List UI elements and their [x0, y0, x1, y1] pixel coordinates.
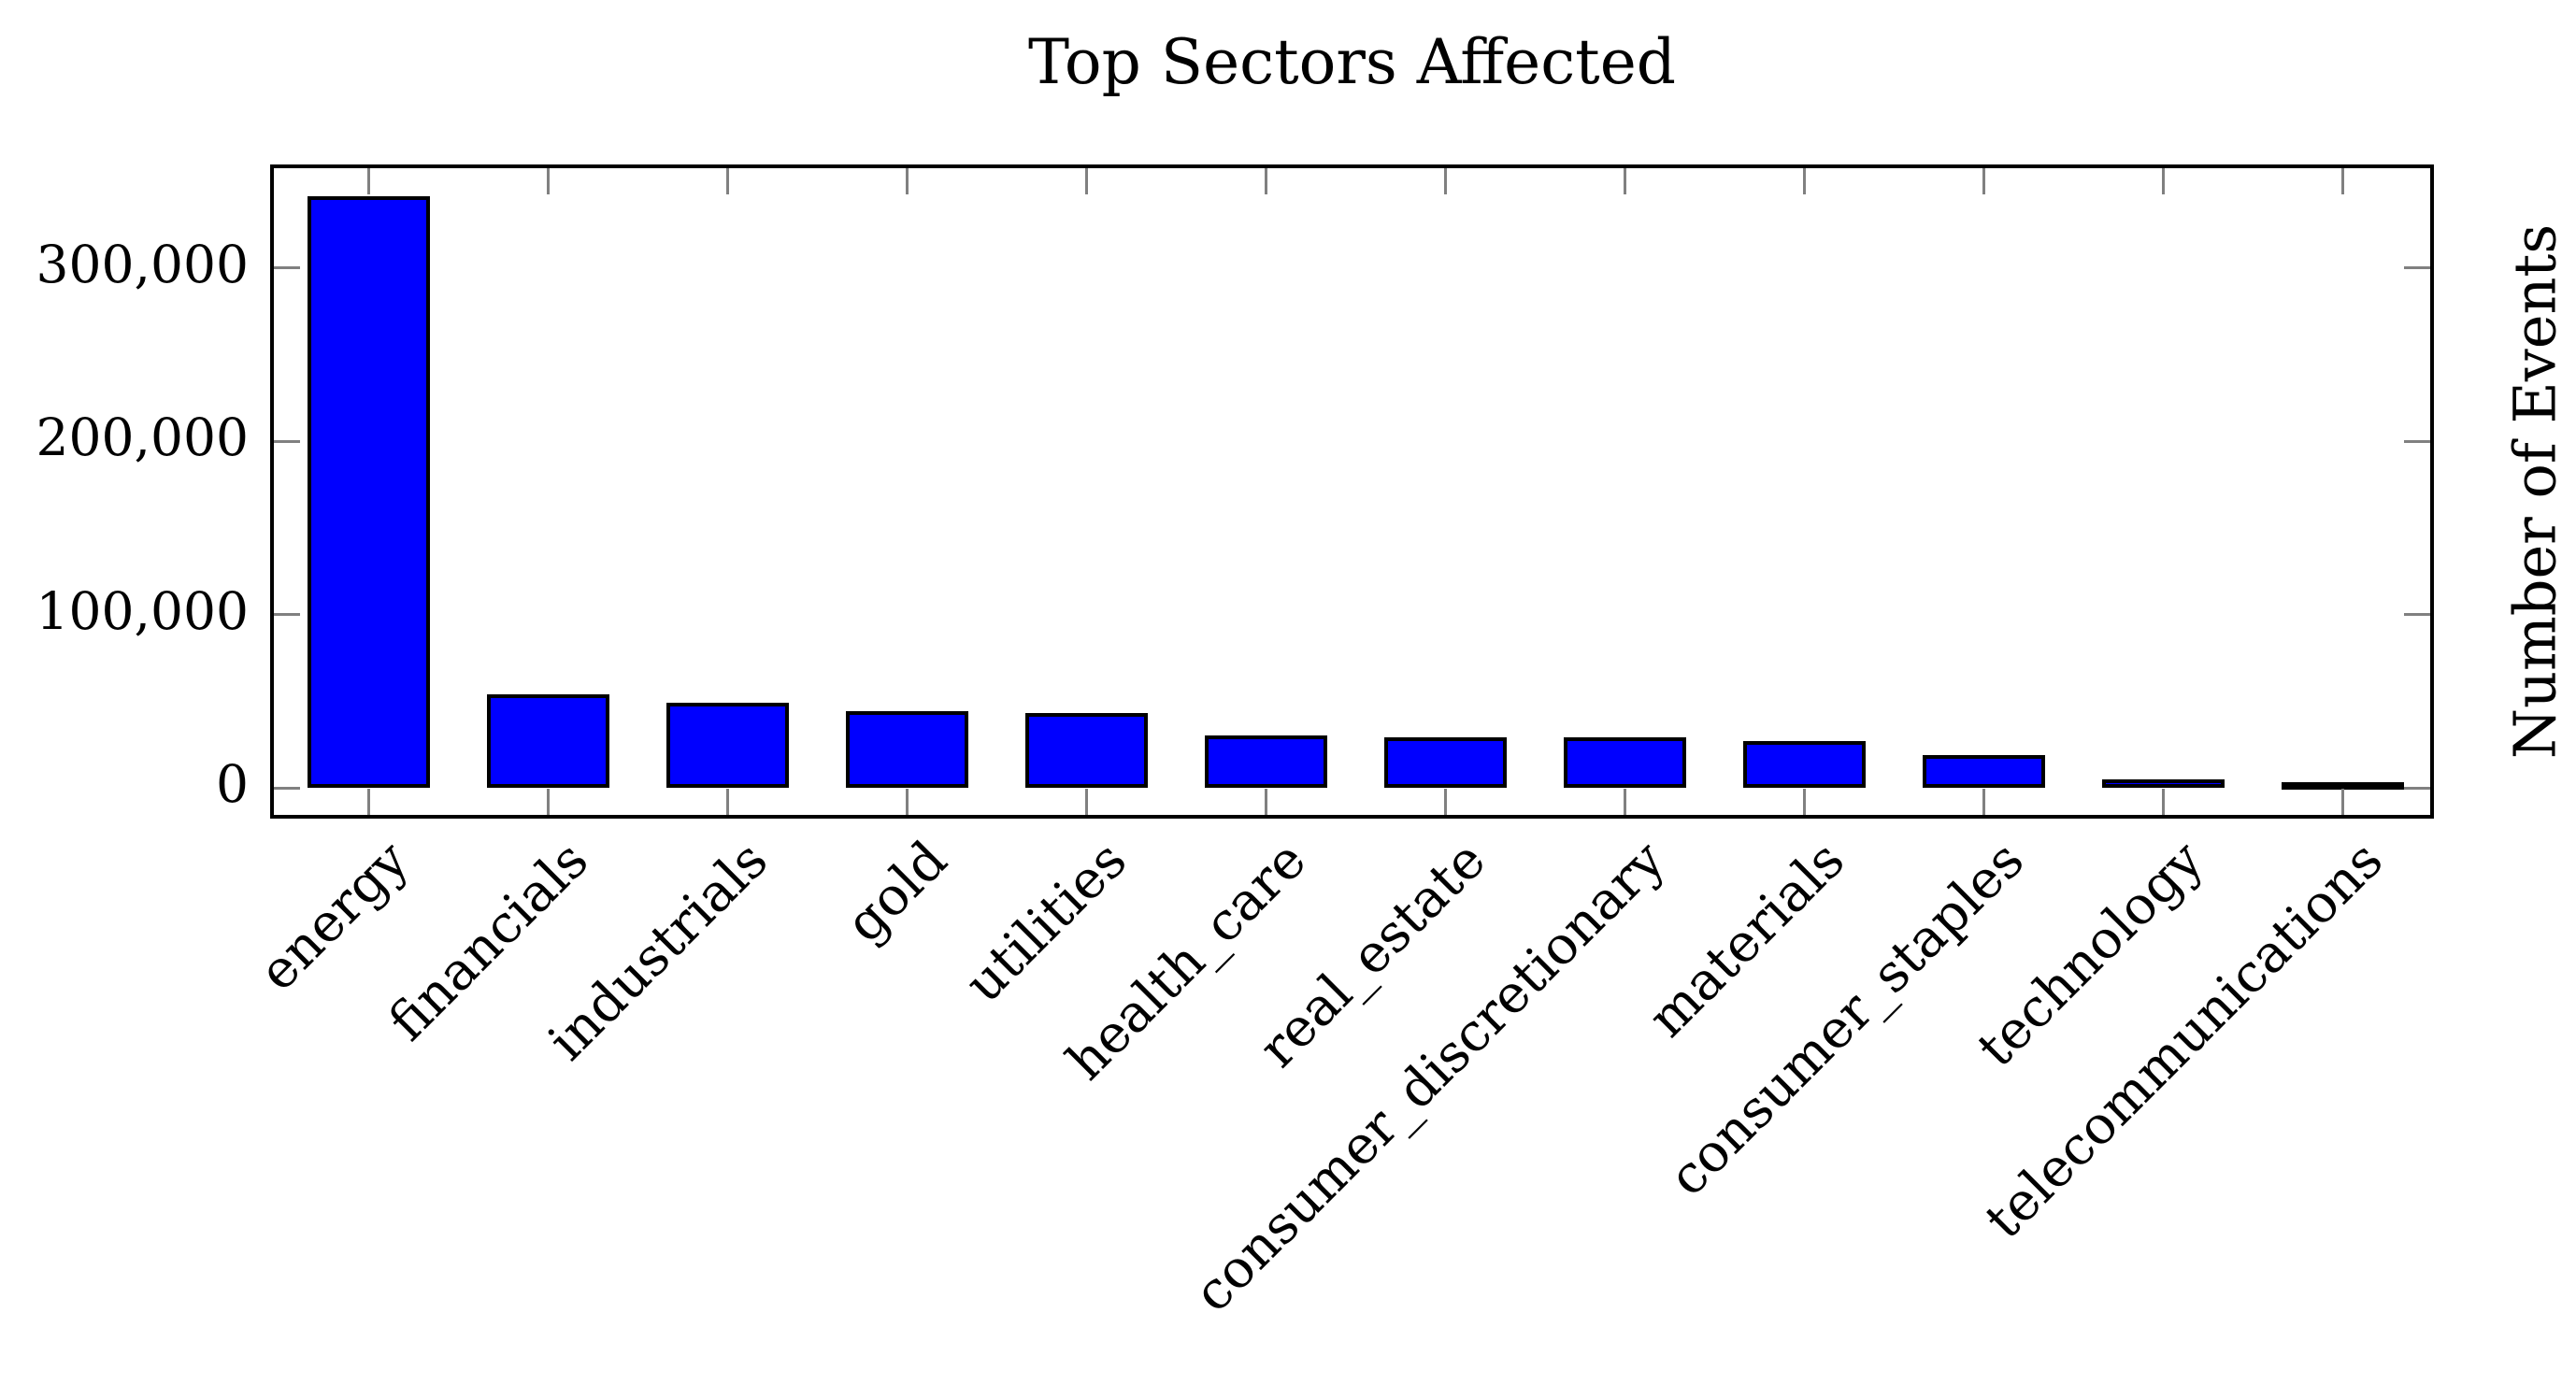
- x-major-tick-bottom: [366, 789, 370, 815]
- x-major-tick-bottom: [1802, 789, 1806, 815]
- y-major-tick-right: [2404, 266, 2430, 269]
- x-major-tick-bottom: [1623, 789, 1626, 815]
- bar-technology: [2101, 779, 2225, 788]
- x-major-tick-top: [2161, 168, 2165, 194]
- y-tick-label: 100,000: [36, 580, 249, 641]
- y-major-tick-right: [2404, 786, 2430, 790]
- x-major-tick-top: [1443, 168, 1447, 194]
- x-major-tick-top: [1982, 168, 1985, 194]
- x-tick-label-consumer_staples: consumer_staples: [1657, 830, 2036, 1208]
- x-major-tick-top: [1084, 168, 1088, 194]
- bar-energy: [307, 196, 430, 788]
- x-major-tick-top: [546, 168, 550, 194]
- x-major-tick-bottom: [1982, 789, 1985, 815]
- bar-real_estate: [1383, 737, 1507, 788]
- y-major-tick-right: [2404, 439, 2430, 443]
- plot-area-frame: [270, 164, 2434, 819]
- y-major-tick-left: [274, 786, 300, 790]
- x-major-tick-bottom: [1264, 789, 1267, 815]
- bar-materials: [1742, 741, 1866, 788]
- y-major-tick-right: [2404, 613, 2430, 616]
- y-tick-label: 200,000: [36, 407, 249, 467]
- x-major-tick-bottom: [2161, 789, 2165, 815]
- x-major-tick-bottom: [905, 789, 909, 815]
- x-major-tick-bottom: [725, 789, 729, 815]
- x-major-tick-bottom: [546, 789, 550, 815]
- x-major-tick-top: [725, 168, 729, 194]
- x-major-tick-bottom: [1443, 789, 1447, 815]
- x-major-tick-bottom: [2340, 789, 2344, 815]
- y-major-tick-left: [274, 266, 300, 269]
- x-major-tick-top: [2340, 168, 2344, 194]
- bar-utilities: [1024, 713, 1148, 788]
- x-major-tick-top: [1264, 168, 1267, 194]
- bar-gold: [845, 711, 968, 788]
- bar-consumer_staples: [1922, 755, 2045, 788]
- x-tick-label-real_estate: real_estate: [1247, 830, 1497, 1080]
- bar-consumer_discretionary: [1563, 737, 1686, 788]
- x-major-tick-top: [1802, 168, 1806, 194]
- bar-industrials: [665, 703, 789, 788]
- bar-telecommunications: [2281, 782, 2404, 790]
- y-axis-label-right: Number of Events: [2500, 223, 2569, 760]
- y-tick-label: 0: [216, 754, 249, 814]
- y-tick-label: 300,000: [36, 234, 249, 294]
- x-major-tick-top: [366, 168, 370, 194]
- x-major-tick-top: [1623, 168, 1626, 194]
- x-major-tick-top: [905, 168, 909, 194]
- y-major-tick-left: [274, 613, 300, 616]
- x-major-tick-bottom: [1084, 789, 1088, 815]
- chart-title: Top Sectors Affected: [1028, 26, 1676, 98]
- bar-health_care: [1204, 735, 1327, 788]
- y-major-tick-left: [274, 439, 300, 443]
- bar-financials: [486, 694, 609, 788]
